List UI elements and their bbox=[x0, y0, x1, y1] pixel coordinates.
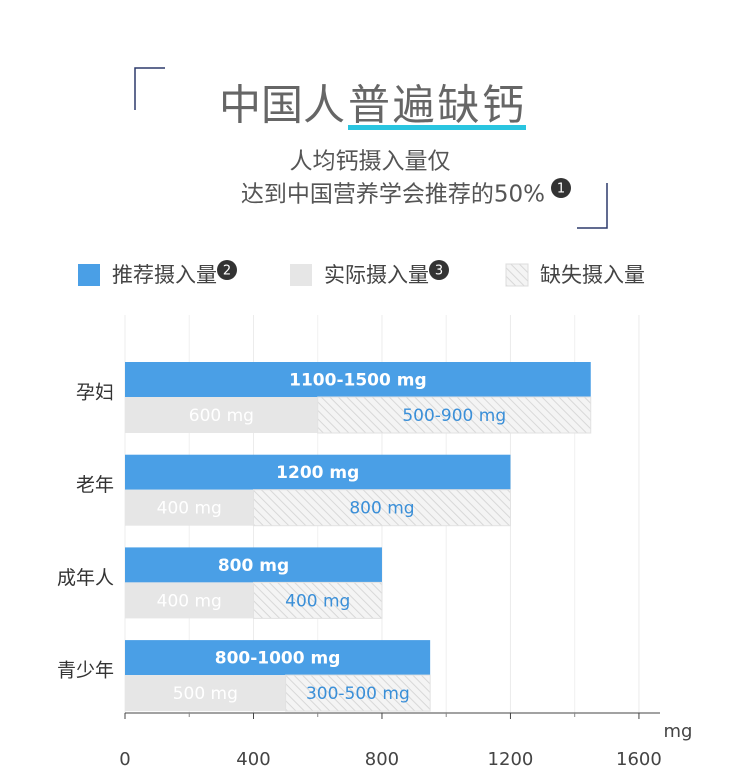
bracket-bottom-right bbox=[577, 183, 608, 229]
legend-label: 实际摄入量 bbox=[324, 263, 429, 287]
bar-value-label: 400 mg bbox=[285, 591, 350, 611]
footnote-number: 2 bbox=[223, 264, 231, 279]
legend-swatch bbox=[505, 263, 529, 287]
bar bbox=[125, 675, 286, 712]
legend-label: 推荐摄入量 bbox=[112, 263, 217, 287]
bar-value-label: 800 mg bbox=[218, 556, 289, 576]
bar-value-label: 1100-1500 mg bbox=[289, 371, 427, 391]
bar-value-label: 1200 mg bbox=[276, 463, 359, 483]
bar bbox=[125, 397, 318, 433]
title: 中国人 bbox=[219, 81, 345, 130]
bar bbox=[125, 454, 511, 490]
bar-value-label: 800-1000 mg bbox=[215, 649, 341, 669]
y-tick-label: 孕妇 bbox=[76, 382, 114, 404]
bar-value-label: 800 mg bbox=[349, 499, 414, 519]
legend-label: 缺失摄入量 bbox=[540, 263, 645, 287]
y-tick-label: 青少年 bbox=[57, 660, 114, 682]
bar bbox=[252, 581, 383, 619]
x-axis-label: mg bbox=[664, 721, 693, 742]
x-tick-label: 800 bbox=[365, 749, 399, 770]
bar-value-label: 500 mg bbox=[173, 684, 238, 704]
subtitle-line: 达到中国营养学会推荐的50% bbox=[241, 182, 545, 208]
footnote-marker bbox=[429, 260, 449, 280]
title-underline bbox=[348, 125, 526, 130]
bar bbox=[125, 640, 431, 676]
footnote-number: 1 bbox=[557, 182, 565, 197]
bar bbox=[125, 489, 254, 526]
bar bbox=[252, 489, 511, 527]
legend-swatch bbox=[290, 264, 312, 286]
y-tick-label: 老年 bbox=[76, 474, 114, 496]
bracket-top-left bbox=[134, 67, 165, 110]
footnote-number: 3 bbox=[435, 264, 443, 279]
y-tick-label: 成年人 bbox=[57, 567, 114, 589]
bar-value-label: 500-900 mg bbox=[402, 406, 506, 426]
bar bbox=[125, 547, 382, 583]
bar bbox=[317, 396, 592, 434]
x-tick-label: 1600 bbox=[616, 749, 662, 770]
bar bbox=[125, 582, 254, 619]
x-tick-label: 1200 bbox=[488, 749, 534, 770]
x-tick-label: 0 bbox=[119, 749, 130, 770]
subtitle-line: 人均钙摄入量仅 bbox=[290, 149, 451, 175]
footnote-marker bbox=[551, 178, 571, 198]
bar bbox=[125, 362, 591, 397]
legend-swatch bbox=[78, 264, 100, 286]
x-tick-label: 400 bbox=[236, 749, 270, 770]
bar-value-label: 400 mg bbox=[157, 591, 222, 611]
bar-value-label: 600 mg bbox=[189, 406, 254, 426]
title-highlight: 普遍缺钙 bbox=[348, 81, 524, 130]
bar-value-label: 400 mg bbox=[157, 499, 222, 519]
footnote-marker bbox=[217, 260, 237, 280]
bar bbox=[285, 674, 431, 712]
bar-value-label: 300-500 mg bbox=[306, 684, 410, 704]
